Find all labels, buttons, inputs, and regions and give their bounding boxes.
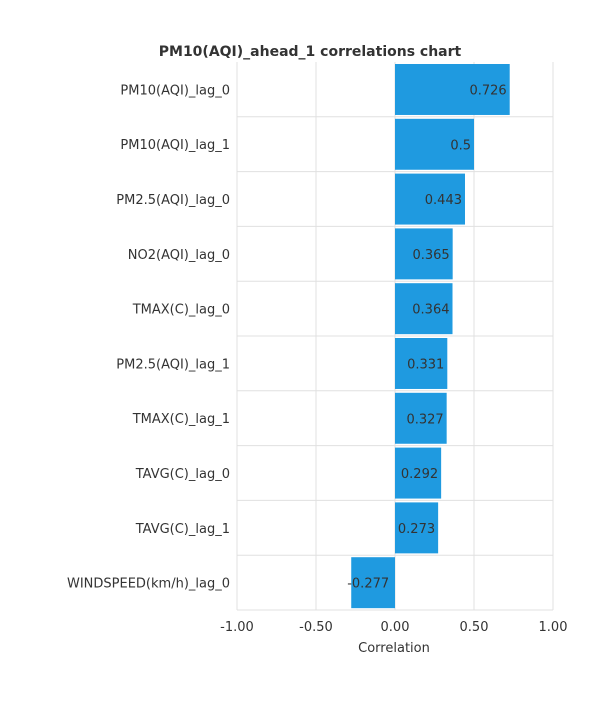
bar [395, 392, 447, 444]
bar [395, 173, 465, 225]
category-label: PM2.5(AQI)_lag_1 [116, 357, 230, 372]
bar [395, 283, 453, 335]
x-tick-label: -1.00 [220, 620, 254, 635]
bar-value-label: 0.327 [406, 412, 443, 427]
x-tick-label: 0.50 [460, 620, 489, 635]
bar [351, 557, 395, 609]
bar-value-label: 0.273 [398, 522, 435, 537]
x-tick-label: -0.50 [299, 620, 333, 635]
bar-value-label: 0.331 [407, 357, 444, 372]
x-tick-label: 0.00 [381, 620, 410, 635]
category-label: PM2.5(AQI)_lag_0 [116, 193, 230, 208]
bar [395, 64, 510, 115]
x-axis-label: Correlation [358, 641, 430, 656]
bar [395, 447, 442, 499]
bar [395, 502, 439, 554]
bars: 0.726 0.5 0.443 0.365 0.364 0.331 0.327 0.292 0.… [347, 64, 510, 609]
bar [395, 118, 474, 170]
bar-value-label: 0.364 [412, 303, 449, 318]
category-label: NO2(AQI)_lag_0 [128, 248, 230, 263]
bar-value-label: 0.726 [469, 83, 506, 98]
category-label: TMAX(C)_lag_1 [132, 412, 230, 427]
category-label: PM10(AQI)_lag_1 [120, 138, 230, 153]
bar-value-label: 0.292 [401, 467, 438, 482]
category-labels: PM10(AQI)_lag_0 PM10(AQI)_lag_1 PM2.5(AQI)… [67, 83, 230, 591]
x-tick-labels: -1.00 -0.50 0.00 0.50 1.00 [220, 620, 567, 635]
chart-title: PM10(AQI)_ahead_1 correlations chart [159, 44, 462, 60]
bar [395, 228, 453, 280]
bar [395, 338, 448, 389]
bar-value-label: 0.365 [412, 248, 449, 263]
bar-value-label: -0.277 [347, 577, 389, 592]
x-tick-label: 1.00 [539, 620, 568, 635]
category-label: WINDSPEED(km/h)_lag_0 [67, 577, 230, 592]
category-label: TMAX(C)_lag_0 [132, 303, 230, 318]
category-label: PM10(AQI)_lag_0 [120, 83, 230, 98]
bar-value-label: 0.5 [450, 138, 471, 153]
category-label: TAVG(C)_lag_1 [135, 522, 230, 537]
category-label: TAVG(C)_lag_0 [135, 467, 230, 482]
bar-value-label: 0.443 [425, 193, 462, 208]
